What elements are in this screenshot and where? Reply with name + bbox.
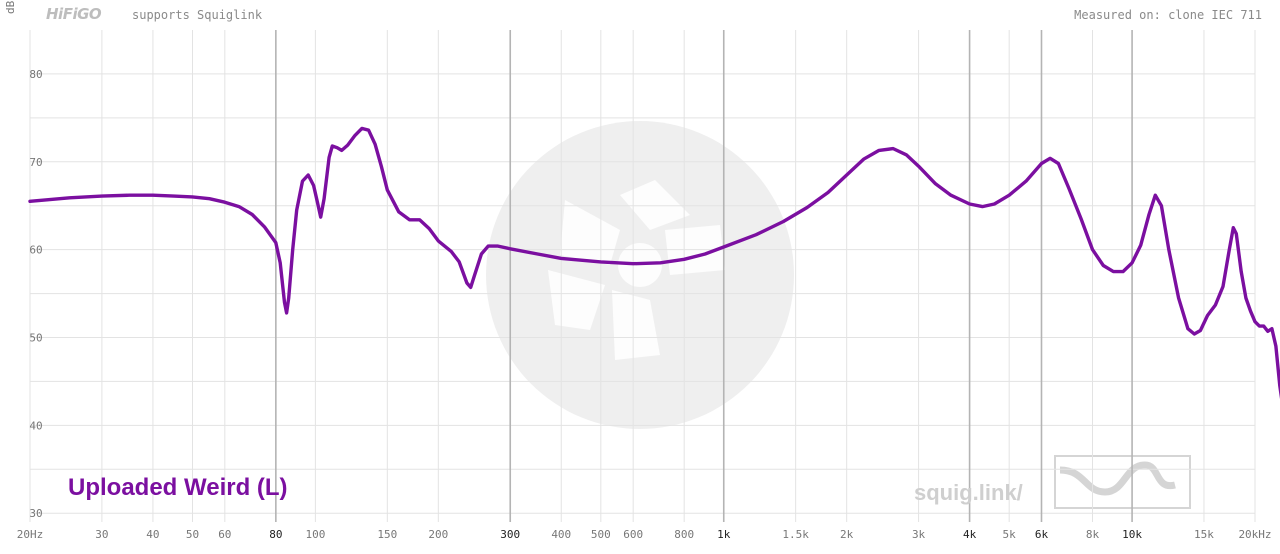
- measured-on-text: Measured on: clone IEC 711: [1074, 8, 1262, 22]
- y-tick-label: 30: [29, 507, 42, 520]
- x-tick-label: 4k: [963, 528, 977, 541]
- x-tick-label: 100: [305, 528, 325, 541]
- x-tick-label: 200: [428, 528, 448, 541]
- series-layer: [28, 126, 1280, 400]
- x-tick-label: 600: [623, 528, 643, 541]
- x-tick-label: 30: [95, 528, 108, 541]
- x-tick-label: 15k: [1194, 528, 1214, 541]
- watermark-text: squig.link/: [914, 480, 1023, 505]
- x-tick-label: 800: [674, 528, 694, 541]
- x-tick-label: 80: [269, 528, 282, 541]
- x-tick-label: 150: [377, 528, 397, 541]
- series-line: [28, 126, 1280, 400]
- x-tick-label: 8k: [1086, 528, 1100, 541]
- watermark-fan-icon: [548, 180, 725, 360]
- x-tick-label: 1.5k: [782, 528, 809, 541]
- x-tick-label: 40: [146, 528, 159, 541]
- x-tick-label: 20Hz: [17, 528, 44, 541]
- x-tick-label: 5k: [1003, 528, 1017, 541]
- y-tick-label: 60: [29, 244, 42, 257]
- x-axis-ticks: 20Hz 30 40 50 60 80 100 150 200 300 400 500 600 800 1k…: [17, 528, 1272, 541]
- x-tick-label: 2k: [840, 528, 854, 541]
- x-tick-label: 500: [591, 528, 611, 541]
- supports-text: supports Squiglink: [132, 8, 263, 22]
- x-tick-label: 300: [500, 528, 520, 541]
- y-tick-label: 40: [29, 419, 42, 432]
- x-tick-label: 20kHz: [1238, 528, 1271, 541]
- y-tick-label: 50: [29, 332, 42, 345]
- watermark-squig-box: [1054, 455, 1191, 509]
- x-tick-label: 400: [551, 528, 571, 541]
- y-axis-unit-label: dB: [4, 0, 17, 14]
- x-tick-label: 50: [186, 528, 199, 541]
- x-tick-label: 60: [218, 528, 231, 541]
- x-tick-label: 6k: [1035, 528, 1049, 541]
- hifigo-logo: HiFiGO: [46, 5, 102, 23]
- series-legend-label: Uploaded Weird (L): [68, 474, 288, 501]
- x-tick-label: 1k: [717, 528, 731, 541]
- grid: [29, 30, 1256, 522]
- y-axis-ticks: 30 40 50 60 70 80: [29, 68, 42, 520]
- x-tick-label: 10k: [1122, 528, 1142, 541]
- x-tick-label: 3k: [912, 528, 926, 541]
- squiglink-watermark: [486, 121, 1191, 509]
- y-tick-label: 80: [29, 68, 42, 81]
- y-tick-label: 70: [29, 156, 42, 169]
